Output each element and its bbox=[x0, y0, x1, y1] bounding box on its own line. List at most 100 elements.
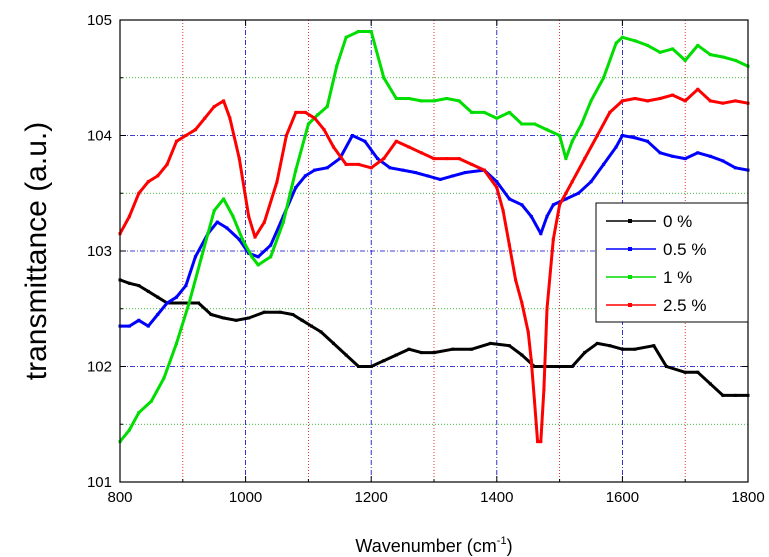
data-point bbox=[620, 35, 624, 39]
y-axis-title: transmittance (a.u.) bbox=[20, 122, 53, 380]
data-point bbox=[281, 220, 285, 224]
data-point bbox=[451, 174, 455, 178]
data-point bbox=[197, 301, 200, 305]
data-point bbox=[545, 365, 549, 368]
data-point bbox=[507, 243, 511, 247]
legend-marker-1 bbox=[628, 247, 632, 251]
data-point bbox=[165, 301, 169, 305]
data-point bbox=[564, 157, 568, 161]
data-point bbox=[256, 263, 260, 267]
data-point bbox=[247, 316, 251, 320]
data-point bbox=[482, 110, 486, 114]
data-point bbox=[175, 341, 178, 345]
data-point bbox=[658, 151, 662, 155]
data-point bbox=[470, 347, 474, 351]
data-point bbox=[529, 214, 533, 218]
legend-label-2: 1 % bbox=[663, 268, 692, 287]
data-point bbox=[733, 58, 737, 62]
data-point bbox=[576, 191, 580, 195]
data-point bbox=[300, 318, 304, 322]
data-point bbox=[683, 58, 687, 62]
data-point bbox=[708, 99, 712, 103]
data-point bbox=[733, 99, 737, 103]
data-point bbox=[495, 180, 499, 184]
data-point bbox=[589, 180, 593, 184]
data-point bbox=[432, 157, 436, 161]
data-point bbox=[646, 99, 649, 103]
data-point bbox=[721, 159, 725, 163]
data-point bbox=[501, 209, 505, 213]
data-point bbox=[369, 166, 373, 170]
data-point bbox=[284, 134, 288, 137]
data-point bbox=[322, 128, 326, 132]
data-point bbox=[407, 347, 411, 351]
data-point bbox=[520, 203, 524, 207]
data-point bbox=[394, 139, 398, 143]
data-point bbox=[137, 191, 141, 195]
data-point bbox=[545, 128, 549, 132]
data-point bbox=[175, 139, 178, 143]
data-point bbox=[303, 110, 307, 114]
data-point bbox=[432, 99, 436, 103]
data-point bbox=[269, 243, 273, 247]
data-point bbox=[222, 316, 226, 320]
data-point bbox=[200, 255, 204, 259]
data-point bbox=[357, 162, 361, 166]
data-point bbox=[646, 139, 649, 143]
data-point bbox=[589, 99, 593, 103]
data-point bbox=[193, 255, 197, 259]
data-point bbox=[253, 235, 257, 239]
data-point bbox=[533, 365, 536, 368]
data-point bbox=[209, 313, 213, 316]
data-point bbox=[583, 351, 587, 355]
data-point bbox=[228, 116, 232, 120]
data-point bbox=[671, 154, 675, 158]
data-point bbox=[369, 365, 373, 368]
data-point bbox=[184, 134, 188, 137]
data-point bbox=[564, 191, 568, 195]
y-tick-label: 101 bbox=[87, 474, 112, 491]
legend-label-0: 0 % bbox=[663, 212, 692, 231]
data-point bbox=[536, 440, 540, 444]
data-point bbox=[608, 344, 612, 348]
data-point bbox=[570, 180, 574, 184]
data-point bbox=[545, 307, 549, 311]
data-point bbox=[721, 55, 725, 59]
data-point bbox=[580, 122, 584, 126]
data-point bbox=[338, 157, 342, 161]
data-point bbox=[275, 180, 279, 184]
y-tick-label: 105 bbox=[87, 12, 112, 29]
data-point bbox=[551, 238, 555, 241]
data-point bbox=[533, 399, 536, 403]
data-point bbox=[520, 353, 524, 357]
data-point bbox=[595, 134, 599, 137]
data-point bbox=[633, 136, 637, 140]
data-point bbox=[608, 110, 612, 114]
data-point bbox=[237, 157, 241, 161]
data-point bbox=[241, 238, 244, 241]
x-tick-label: 800 bbox=[107, 489, 132, 506]
data-point bbox=[570, 365, 574, 368]
data-point bbox=[184, 301, 188, 305]
data-point bbox=[652, 344, 656, 348]
data-point bbox=[539, 440, 543, 444]
data-point bbox=[250, 255, 254, 259]
data-point bbox=[664, 365, 668, 368]
data-point bbox=[489, 341, 492, 345]
data-point bbox=[733, 393, 737, 397]
data-point bbox=[156, 313, 160, 316]
data-point bbox=[291, 313, 295, 316]
data-point bbox=[438, 177, 442, 181]
data-point bbox=[470, 162, 474, 166]
data-point bbox=[696, 151, 700, 155]
data-point bbox=[620, 134, 624, 137]
data-point bbox=[419, 351, 423, 355]
data-point bbox=[721, 393, 725, 397]
data-point bbox=[558, 365, 562, 368]
data-point bbox=[369, 30, 373, 33]
data-point bbox=[620, 99, 624, 103]
data-point bbox=[344, 353, 348, 357]
tick-layer: 800 1000 1200 1400 1600 1800 101 102 103 104 105 bbox=[87, 12, 765, 506]
data-point bbox=[212, 209, 216, 213]
